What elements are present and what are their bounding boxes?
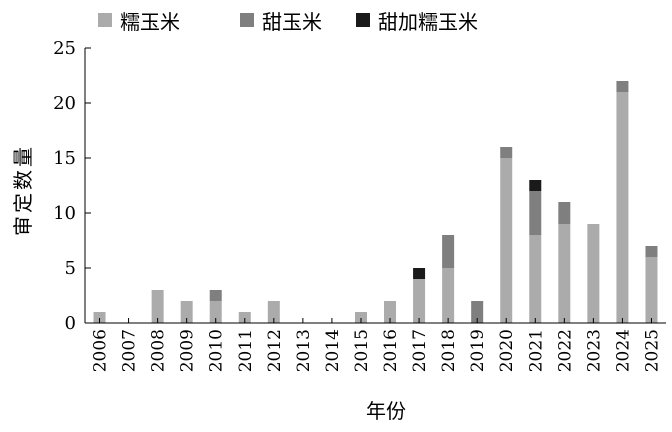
y-tick-label: 10 (53, 203, 76, 224)
legend: 糯玉米 甜玉米 甜加糯玉米 (98, 10, 478, 34)
x-tick-label-2025: 2025 (642, 329, 662, 372)
bar-segment-2025-s1 (645, 246, 658, 257)
bar-segment-2006-s0 (93, 312, 106, 323)
bar-segment-2021-s2 (529, 180, 542, 191)
legend-item-nuo: 糯玉米 (98, 10, 180, 34)
x-tick-label-2012: 2012 (265, 329, 285, 372)
x-tick-label-2013: 2013 (294, 329, 314, 372)
axes (84, 48, 666, 324)
bar-segment-2023-s0 (587, 224, 600, 323)
x-tick-label-2008: 2008 (149, 329, 169, 372)
bar-segment-2011-s0 (238, 312, 251, 323)
y-tick-label: 5 (65, 258, 76, 279)
bar-segment-2010-s0 (209, 301, 222, 323)
y-axis-title: 审定数量 (11, 144, 35, 236)
legend-label-nuo: 糯玉米 (120, 10, 180, 34)
x-tick-label-2010: 2010 (207, 329, 227, 372)
x-tick-label-2018: 2018 (439, 329, 459, 372)
bar-segment-2018-s0 (442, 268, 455, 323)
y-axis-ticks: 0 5 10 15 20 25 (53, 38, 91, 334)
x-tick-label-2014: 2014 (323, 329, 343, 372)
bar-segment-2024-s0 (616, 92, 629, 323)
legend-label-tian-nuo: 甜加糯玉米 (378, 10, 478, 34)
x-tick-label-2011: 2011 (236, 329, 256, 372)
x-tick-label-2016: 2016 (381, 329, 401, 372)
bar-segment-2020-s0 (500, 158, 513, 323)
x-tick-label-2020: 2020 (497, 329, 517, 372)
bar-segment-2019-s1 (471, 301, 484, 323)
y-tick-label: 20 (53, 93, 76, 114)
bar-segment-2012-s0 (267, 301, 280, 323)
x-tick-label-2009: 2009 (178, 329, 198, 372)
x-tick-label-2022: 2022 (555, 329, 575, 372)
bar-segment-2010-s1 (209, 290, 222, 301)
bar-segment-2021-s1 (529, 191, 542, 235)
bar-segment-2025-s0 (645, 257, 658, 323)
legend-swatch-tian-nuo (356, 13, 370, 27)
x-tick-label-2023: 2023 (584, 329, 604, 372)
bar-segment-2022-s0 (558, 224, 571, 323)
x-tick-label-2019: 2019 (468, 329, 488, 372)
legend-swatch-nuo (98, 13, 112, 27)
bar-segment-2021-s0 (529, 235, 542, 323)
x-tick-label-2015: 2015 (352, 329, 372, 372)
x-axis-title: 年份 (366, 399, 406, 423)
bar-segment-2015-s0 (354, 312, 367, 323)
bar-segment-2017-s0 (413, 279, 426, 323)
x-axis-ticks: 2006 2007 2008 2009 2010 2011 2012 2013 2014 2015… (91, 318, 662, 372)
x-tick-label-2017: 2017 (410, 329, 430, 372)
bar-segment-2024-s1 (616, 81, 629, 92)
legend-swatch-tian (240, 13, 254, 27)
bar-segment-2009-s0 (180, 301, 193, 323)
bar-segment-2008-s0 (151, 290, 164, 323)
bar-segment-2018-s1 (442, 235, 455, 268)
bar-segment-2017-s2 (413, 268, 426, 279)
x-tick-label-2024: 2024 (613, 329, 633, 372)
legend-item-tian-nuo: 甜加糯玉米 (356, 10, 478, 34)
y-tick-label: 15 (53, 148, 76, 169)
x-tick-label-2007: 2007 (120, 329, 140, 372)
bars (93, 81, 658, 323)
x-tick-label-2021: 2021 (526, 329, 546, 372)
legend-label-tian: 甜玉米 (262, 10, 322, 34)
bar-segment-2022-s1 (558, 202, 571, 224)
legend-item-tian: 甜玉米 (240, 10, 322, 34)
bar-segment-2016-s0 (384, 301, 397, 323)
bar-segment-2020-s1 (500, 147, 513, 158)
y-tick-label: 0 (65, 313, 76, 334)
y-tick-label: 25 (53, 38, 76, 59)
x-tick-label-2006: 2006 (91, 329, 111, 372)
